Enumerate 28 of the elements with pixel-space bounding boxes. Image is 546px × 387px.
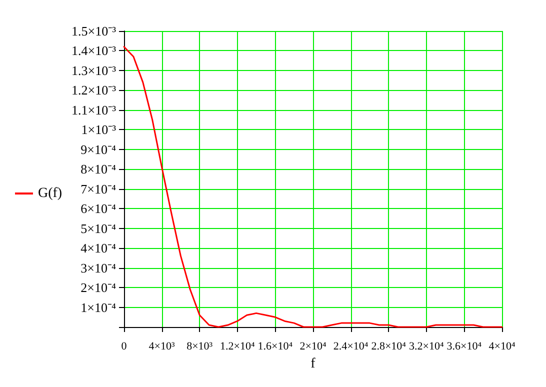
y-tick-label: 1.5×10⁻³	[72, 24, 116, 38]
y-tick-label: 1.2×10⁻³	[72, 82, 116, 98]
y-tick-label: 1.4×10⁻³	[72, 43, 116, 58]
y-tick-label: 1.3×10⁻³	[72, 62, 116, 78]
x-tick-label: 3.2×10⁴	[409, 340, 444, 352]
legend-label: G(f)	[38, 186, 62, 201]
x-tick-label: 0	[121, 340, 128, 352]
y-tick-label: 5×10⁻⁴	[80, 220, 116, 236]
x-axis-title: f	[310, 356, 316, 372]
x-tick-label: 4×10⁴	[488, 340, 516, 352]
x-tick-label: 2.8×10⁴	[371, 340, 406, 352]
y-tick-label: 8×10⁻⁴	[80, 162, 116, 177]
y-tick-label: 1×10⁻⁴	[80, 300, 116, 315]
y-tick-label: 3×10⁻⁴	[80, 260, 116, 276]
y-tick-label: 1×10⁻³	[81, 122, 116, 138]
x-tick-label: 2×10⁴	[300, 340, 326, 352]
x-tick-label: 4×10³	[148, 340, 176, 352]
x-tick-label: 1.6×10⁴	[258, 340, 293, 352]
x-tick-label: 2.4×10⁴	[333, 340, 368, 352]
y-tick-label: 7×10⁻⁴	[80, 181, 116, 196]
y-tick-label: 9×10⁻⁴	[80, 142, 116, 157]
x-tick-label: 1.2×10⁴	[220, 340, 255, 352]
y-tick-label: 1.1×10⁻³	[72, 102, 116, 118]
x-tick-label: 3.6×10⁴	[446, 340, 482, 352]
y-tick-label: 6×10⁻⁴	[80, 201, 116, 216]
x-tick-label: 8×10³	[186, 340, 214, 352]
y-tick-label: 2×10⁻⁴	[80, 280, 116, 296]
y-tick-label: 4×10⁻⁴	[80, 240, 116, 256]
